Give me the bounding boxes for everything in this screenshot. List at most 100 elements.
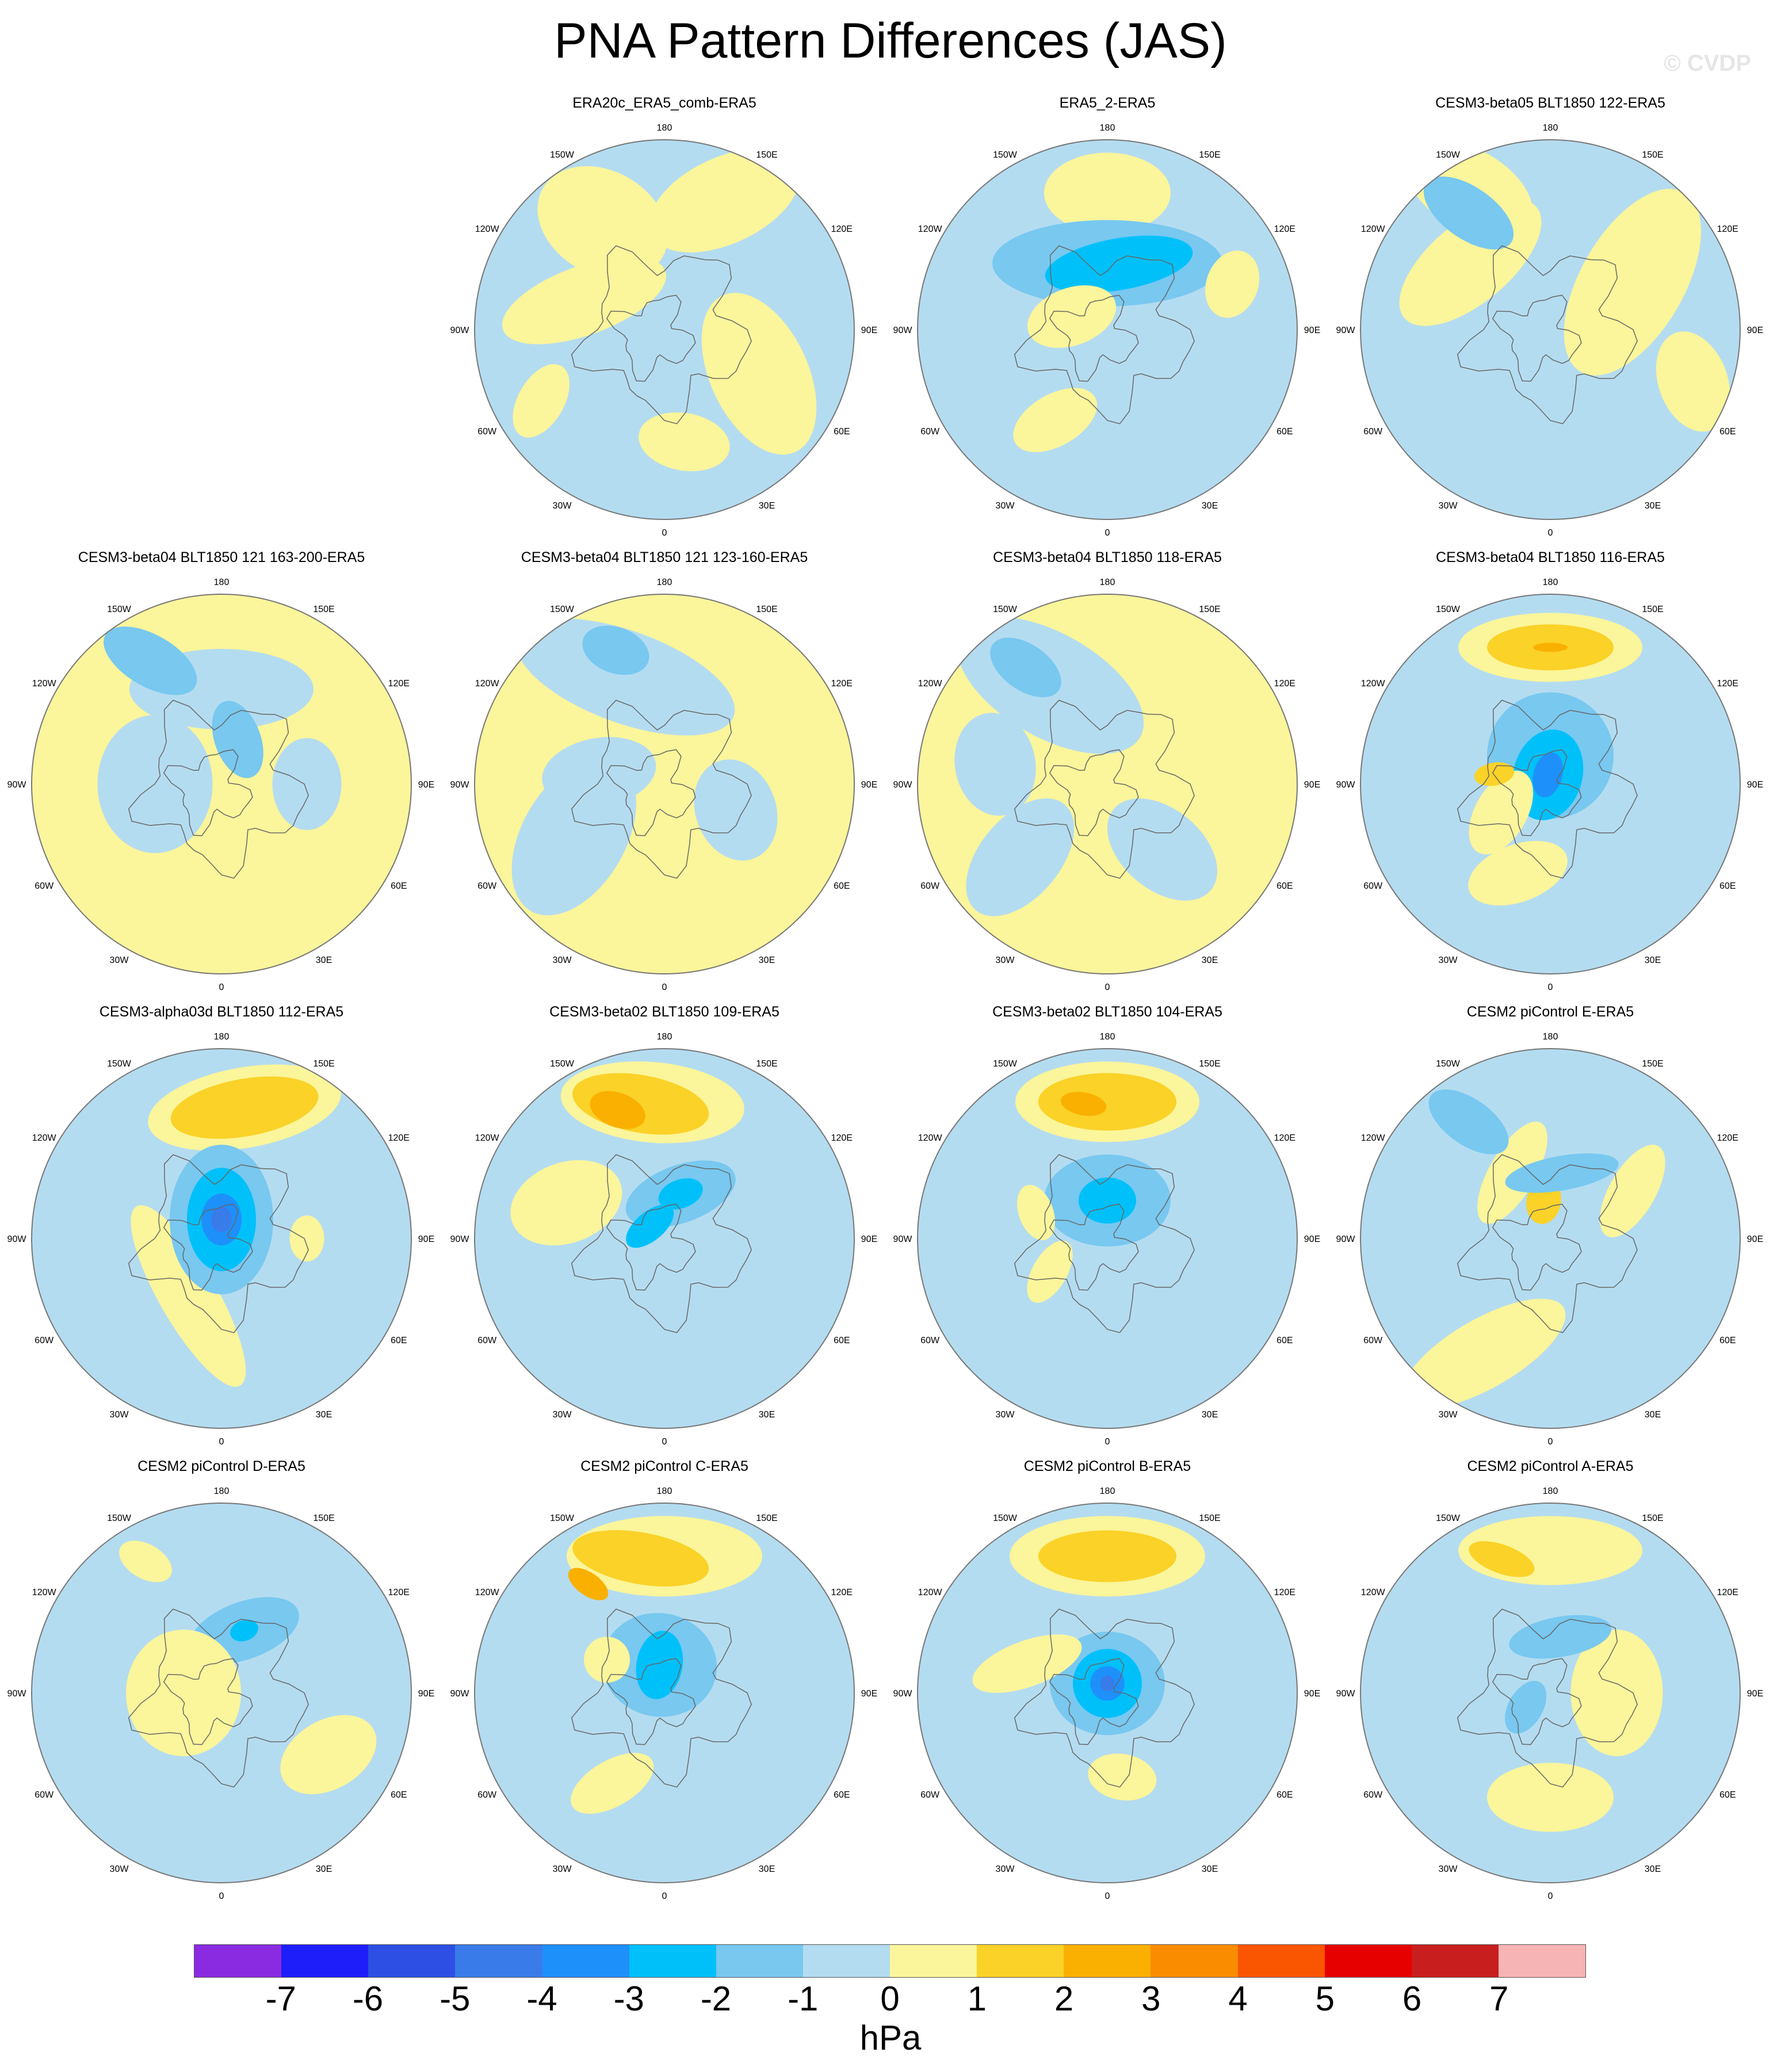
longitude-label: 30E	[316, 1864, 332, 1874]
map-background-field	[475, 594, 854, 974]
longitude-label: 90E	[861, 1689, 877, 1699]
longitude-label: 180	[1543, 1032, 1558, 1042]
anomaly-contour-pos1	[170, 1076, 319, 1139]
longitude-label: 90W	[7, 1689, 27, 1699]
map-border	[31, 1503, 412, 1883]
colorbar-tick-label: 7	[1489, 1979, 1509, 2018]
longitude-label: 120W	[1361, 679, 1386, 689]
longitude-label: 30E	[316, 955, 332, 965]
map-panel: CESM3-beta02 BLT1850 104-ERA5 180 150E 120E…	[886, 1004, 1329, 1458]
longitude-label: 90W	[450, 1234, 470, 1244]
polar-map: 180 150E 120E 90E 60E 30E 0 30W 60W 90W 120W 150W	[893, 1032, 1321, 1447]
longitude-label: 120W	[32, 1133, 57, 1143]
coastline	[571, 1608, 752, 1788]
map-border	[474, 1503, 855, 1883]
coastline	[1457, 1154, 1638, 1333]
anomaly-contour-neg0	[954, 713, 1036, 816]
colorbar-box	[1151, 1945, 1238, 1977]
longitude-label: 30W	[110, 1864, 129, 1874]
longitude-label: 180	[657, 1486, 672, 1496]
page-title: PNA Pattern Differences (JAS)	[554, 13, 1227, 68]
longitude-label: 180	[214, 578, 230, 587]
colorbar-box	[368, 1945, 456, 1977]
longitude-label: 30E	[759, 501, 775, 511]
longitude-label: 90W	[1336, 1234, 1356, 1244]
anomaly-contour-pos1	[1469, 1541, 1535, 1577]
longitude-label: 30W	[1439, 501, 1458, 511]
longitude-label: 0	[662, 528, 667, 538]
map-panel: CESM3-beta04 BLT1850 118-ERA5 180 150E 120E…	[886, 549, 1329, 1004]
longitude-label: 120E	[831, 1133, 853, 1143]
longitude-label: 150W	[550, 605, 575, 614]
longitude-label: 180	[1100, 1486, 1115, 1496]
coastline	[1457, 699, 1638, 879]
colorbar-tick-label: 1	[967, 1979, 987, 2018]
polar-map: 180 150E 120E 90E 60E 30E 0 30W 60W 90W 120W 150W	[450, 123, 878, 538]
colorbar-tick-label: -7	[265, 1979, 296, 2018]
anomaly-contour-neg0	[1107, 798, 1218, 901]
longitude-label: 150E	[313, 1513, 334, 1523]
longitude-label: 30W	[110, 1410, 129, 1420]
longitude-label: 0	[1105, 528, 1110, 538]
longitude-label: 90E	[861, 326, 877, 335]
longitude-label: 120E	[1717, 224, 1738, 234]
panel-title: CESM3-beta05 BLT1850 122-ERA5	[1435, 95, 1665, 111]
coastline	[1014, 699, 1195, 879]
map-border	[917, 139, 1298, 520]
map-border	[917, 594, 1298, 974]
longitude-label: 120W	[918, 224, 943, 234]
colorbar-box	[194, 1945, 282, 1977]
anomaly-contour-pos0	[1564, 189, 1701, 376]
map-background-field	[1360, 140, 1740, 519]
longitude-label: 0	[662, 1891, 667, 1901]
longitude-label: 0	[219, 1891, 224, 1901]
longitude-label: 90W	[450, 326, 470, 335]
longitude-label: 180	[657, 123, 672, 133]
colorbar-box	[542, 1945, 629, 1977]
map-panel: CESM2 piControl C-ERA5 180 150E 120E 90E 60E 3…	[443, 1458, 886, 1913]
longitude-label: 30E	[1645, 955, 1661, 965]
longitude-label: 60W	[477, 427, 497, 437]
longitude-label: 30E	[1645, 501, 1661, 511]
longitude-label: 60E	[1719, 1790, 1736, 1800]
longitude-label: 60E	[1719, 1336, 1736, 1345]
longitude-label: 120W	[918, 1133, 943, 1143]
longitude-label: 0	[219, 1437, 224, 1447]
longitude-label: 180	[1100, 1032, 1115, 1042]
anomaly-contour-pos1	[572, 1530, 709, 1587]
longitude-label: 60W	[1363, 1336, 1383, 1345]
longitude-label: 180	[657, 1032, 672, 1042]
longitude-label: 120W	[1361, 1588, 1386, 1597]
anomaly-contour-pos0	[131, 1205, 246, 1387]
anomaly-contour-pos2	[1061, 1092, 1107, 1116]
anomaly-contour-pos0	[972, 1634, 1082, 1693]
longitude-label: 60E	[1276, 881, 1293, 891]
colorbar-box	[1064, 1945, 1151, 1977]
panel-title: CESM3-beta04 BLT1850 121 123-160-ERA5	[521, 549, 808, 565]
longitude-label: 60W	[477, 1336, 497, 1345]
longitude-label: 60W	[1363, 427, 1383, 437]
longitude-label: 30E	[759, 955, 775, 965]
longitude-label: 90W	[1336, 1689, 1356, 1699]
longitude-label: 90E	[1747, 780, 1763, 790]
anomaly-contour-neg1	[582, 625, 649, 675]
anomaly-contour-neg0	[516, 618, 735, 736]
polar-map: 180 150E 120E 90E 60E 30E 0 30W 60W 90W 120W 150W	[7, 1032, 435, 1447]
longitude-label: 180	[1543, 578, 1558, 587]
longitude-label: 90W	[7, 1234, 27, 1244]
longitude-label: 90E	[861, 1234, 877, 1244]
longitude-label: 120W	[918, 1588, 943, 1597]
polar-map: 180 150E 120E 90E 60E 30E 0 30W 60W 90W 120W 150W	[893, 1486, 1321, 1901]
anomaly-contour-pos0	[510, 1160, 622, 1246]
map-panel: CESM3-beta02 BLT1850 109-ERA5 180 150E 120E…	[443, 1004, 886, 1458]
anomaly-contour-neg1	[1505, 1680, 1547, 1734]
colorbar-units-label: hPa	[859, 2019, 922, 2057]
longitude-label: 120E	[1717, 1133, 1738, 1143]
map-panel: CESM2 piControl A-ERA5 180 150E 120E 90E 60E 3…	[1329, 1458, 1772, 1913]
map-panel: CESM3-beta04 BLT1850 121 163-200-ERA5 180…	[0, 549, 443, 1004]
longitude-label: 0	[662, 983, 667, 992]
colorbar-tick-label: 0	[880, 1979, 900, 2018]
longitude-label: 120W	[918, 679, 943, 689]
colorbar-box	[629, 1945, 716, 1977]
